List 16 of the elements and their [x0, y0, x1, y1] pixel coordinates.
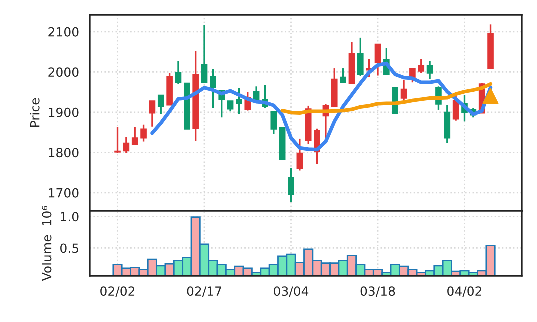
y-tick-label: 1700	[49, 188, 79, 198]
x-tick-label: 03/04	[274, 286, 309, 298]
y-tick-label: 1900	[49, 108, 79, 118]
x-tick-label: 02/17	[187, 286, 222, 298]
x-tick-label: 04/02	[448, 286, 482, 298]
y-tick-label: 1.0	[61, 212, 79, 222]
y-axis-title: Price	[30, 98, 40, 128]
y-axis-title: Volume 10⁶	[42, 206, 52, 282]
candlestick	[279, 127, 286, 160]
x-tick-label: 02/02	[100, 286, 135, 298]
y-tick-label: 2000	[48, 68, 79, 78]
x-tick-label: 03/18	[360, 286, 396, 298]
y-tick-label: 0.5	[60, 244, 78, 254]
y-tick-label: 2100	[48, 27, 79, 37]
candlestick	[114, 126, 121, 154]
y-tick-label: 1800	[49, 148, 79, 158]
